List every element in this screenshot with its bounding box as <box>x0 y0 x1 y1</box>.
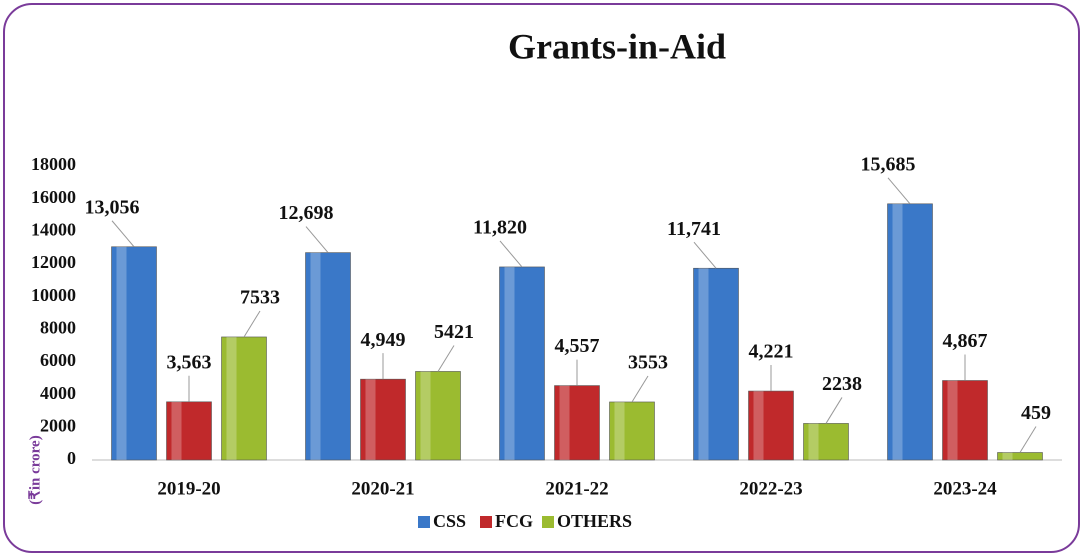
bar-highlight <box>310 252 321 460</box>
bar-highlight <box>1002 452 1013 460</box>
bar-highlight <box>892 203 903 461</box>
y-axis-label: (₹in crore) <box>27 435 43 504</box>
bar-highlight <box>753 391 764 460</box>
leader-line <box>111 220 135 248</box>
leader-line <box>305 226 329 253</box>
y-tick-label: 0 <box>67 448 76 468</box>
bar <box>554 385 600 461</box>
data-label: 13,056 <box>85 196 140 218</box>
data-label: 3,563 <box>167 351 212 373</box>
legend-swatch <box>418 516 430 528</box>
bar <box>360 378 406 461</box>
x-tick-label: 2021-22 <box>545 478 608 499</box>
bar-highlight <box>171 401 182 460</box>
chart-title: Grants-in-Aid <box>508 26 726 66</box>
x-tick-label: 2023-24 <box>933 478 997 499</box>
bar-highlight <box>116 246 127 460</box>
leader-line <box>631 375 649 403</box>
bar-highlight <box>698 268 709 460</box>
x-tick-label: 2020-21 <box>351 478 414 499</box>
bar-highlight <box>420 371 431 460</box>
leader-line <box>243 310 261 338</box>
bar-highlight <box>504 266 515 460</box>
data-label: 459 <box>1021 402 1051 424</box>
bar <box>803 423 849 461</box>
leader-line <box>825 397 843 424</box>
data-label: 4,949 <box>361 329 406 351</box>
bar <box>499 266 545 461</box>
x-tick-label: 2022-23 <box>739 478 802 499</box>
y-tick-label: 2000 <box>40 415 76 435</box>
data-label: 15,685 <box>861 153 916 175</box>
bar-highlight <box>559 385 570 460</box>
data-label: 5421 <box>434 321 474 343</box>
y-tick-label: 6000 <box>40 350 76 370</box>
bar-highlight <box>226 336 237 460</box>
bar-highlight <box>614 401 625 460</box>
data-label: 3553 <box>628 352 668 374</box>
y-tick-label: 12000 <box>31 252 76 272</box>
leader-line <box>499 240 523 268</box>
bar <box>887 203 933 461</box>
bar-highlight <box>947 380 958 460</box>
bar <box>111 246 157 461</box>
bar <box>166 401 212 461</box>
bar <box>693 267 739 461</box>
legend-swatch <box>480 516 492 528</box>
data-label: 4,221 <box>749 341 794 363</box>
y-tick-label: 8000 <box>40 317 76 337</box>
data-label: 12,698 <box>279 202 334 224</box>
x-tick-label: 2019-20 <box>157 478 220 499</box>
leader-line <box>437 345 455 372</box>
bar <box>221 336 267 461</box>
y-tick-label: 18000 <box>31 154 76 174</box>
y-tick-label: 10000 <box>31 285 76 305</box>
data-label: 11,741 <box>667 218 721 240</box>
bar-highlight <box>365 379 376 460</box>
legend-swatch <box>542 516 554 528</box>
legend-label: CSS <box>433 511 466 531</box>
leader-line <box>887 177 911 205</box>
y-tick-label: 16000 <box>31 187 76 207</box>
data-label: 4,557 <box>555 335 600 357</box>
data-label: 4,867 <box>943 330 988 352</box>
bar <box>942 380 988 461</box>
bar <box>748 390 794 461</box>
bar <box>305 252 351 461</box>
data-label: 2238 <box>822 373 862 395</box>
data-label: 11,820 <box>473 217 527 239</box>
leader-line <box>693 241 717 269</box>
leader-line <box>1019 426 1037 453</box>
y-tick-label: 14000 <box>31 219 76 239</box>
legend-label: OTHERS <box>557 511 632 531</box>
bar <box>415 371 461 461</box>
y-tick-label: 4000 <box>40 383 76 403</box>
legend-label: FCG <box>495 511 533 531</box>
bar-highlight <box>808 423 819 460</box>
data-label: 7533 <box>240 287 280 309</box>
